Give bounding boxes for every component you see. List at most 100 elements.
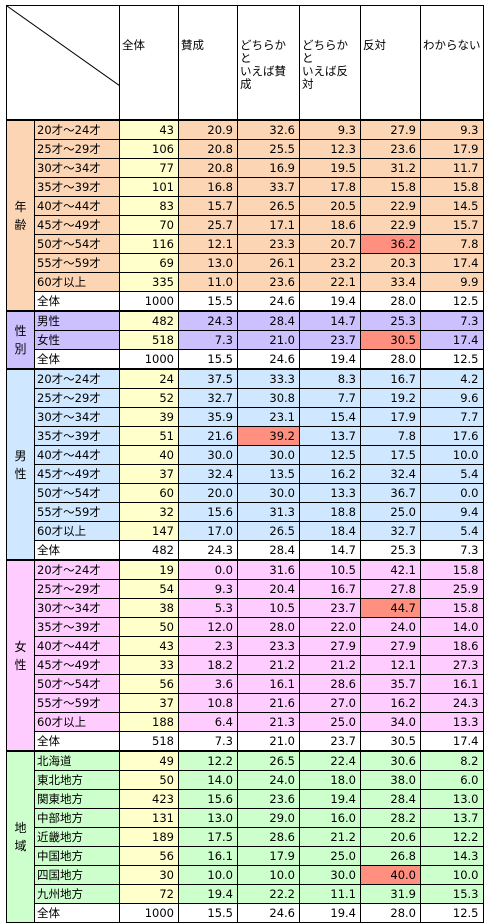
row-label: 50才～54才 <box>34 483 120 503</box>
cell-somewhat-disagree: 20.5 <box>299 196 361 216</box>
cell-somewhat-agree: 28.0 <box>237 617 300 637</box>
cell-agree: 14.0 <box>178 770 238 790</box>
cell-agree: 6.4 <box>178 712 238 732</box>
cell-total: 147 <box>119 521 179 541</box>
table-row: 年 齢 20才～24才 43 20.9 32.6 9.3 27.9 9.3 <box>6 119 484 312</box>
cell-somewhat-agree: 33.3 <box>237 368 300 389</box>
cell-somewhat-agree: 39.2 <box>237 426 300 446</box>
cell-disagree: 27.8 <box>360 579 421 599</box>
cell-somewhat-disagree: 28.6 <box>299 674 361 694</box>
table-row: 女 性 20才～24才 19 0.0 31.6 10.5 42.1 15.8 <box>6 559 484 752</box>
cell-agree: 17.0 <box>178 521 238 541</box>
cell-agree: 37.5 <box>178 368 238 389</box>
cell-unknown: 15.8 <box>420 177 484 197</box>
cell-agree: 20.8 <box>178 158 238 178</box>
cell-unknown: 12.5 <box>420 903 484 923</box>
cell-somewhat-agree: 23.1 <box>237 407 300 427</box>
row-label: 50才～54才 <box>34 674 120 694</box>
table-row: 性 別男性 482 24.3 28.4 14.7 25.3 7.3 <box>6 310 484 370</box>
cell-disagree: 22.9 <box>360 215 421 235</box>
cell-total: 43 <box>119 119 179 140</box>
cell-unknown: 13.0 <box>420 789 484 809</box>
cell-somewhat-disagree: 25.0 <box>299 712 361 732</box>
cell-somewhat-disagree: 30.0 <box>299 865 361 885</box>
cell-disagree: 20.6 <box>360 827 421 847</box>
cell-somewhat-disagree: 21.2 <box>299 827 361 847</box>
cell-somewhat-agree: 26.5 <box>237 196 300 216</box>
cell-unknown: 7.3 <box>420 310 484 331</box>
row-label: 全体 <box>34 903 120 923</box>
cell-total: 482 <box>119 310 179 331</box>
header-somewhat-agree: どちらかと いえば賛成 <box>237 5 300 121</box>
cell-disagree: 44.7 <box>360 598 421 618</box>
cell-disagree: 40.0 <box>360 865 421 885</box>
cell-somewhat-disagree: 16.7 <box>299 579 361 599</box>
cell-total: 33 <box>119 655 179 675</box>
cell-disagree: 27.9 <box>360 636 421 656</box>
cell-disagree: 20.3 <box>360 253 421 273</box>
cell-unknown: 12.5 <box>420 349 484 370</box>
cell-somewhat-agree: 30.0 <box>237 483 300 503</box>
cell-somewhat-agree: 10.0 <box>237 865 300 885</box>
table-row: 25才～29才 106 20.8 25.5 12.3 23.6 17.9 <box>7 139 484 159</box>
cell-unknown: 8.2 <box>420 750 484 771</box>
cell-somewhat-agree: 24.6 <box>237 291 300 312</box>
cell-agree: 11.0 <box>178 272 238 292</box>
cell-total: 72 <box>119 884 179 904</box>
row-label: 近畿地方 <box>34 827 120 847</box>
cell-somewhat-disagree: 23.2 <box>299 253 361 273</box>
cell-somewhat-disagree: 21.2 <box>299 655 361 675</box>
cell-total: 24 <box>119 368 179 389</box>
table-row: 30才～34才 39 35.9 23.1 15.4 17.9 7.7 <box>7 407 484 427</box>
cell-unknown: 12.5 <box>420 291 484 312</box>
cell-disagree: 28.4 <box>360 789 421 809</box>
cell-unknown: 13.3 <box>420 712 484 732</box>
table-row: 60才以上 335 11.0 23.6 22.1 33.4 9.9 <box>7 272 484 292</box>
row-label: 九州地方 <box>34 884 120 904</box>
table-row: 55才～59才 32 15.6 31.3 18.8 25.0 9.4 <box>7 502 484 522</box>
row-label: 関東地方 <box>34 789 120 809</box>
row-label: 男性 <box>34 310 120 331</box>
table-row: 地 域北海道 49 12.2 26.5 22.4 30.6 8.2 <box>6 750 484 923</box>
cell-total: 116 <box>119 234 179 254</box>
row-label: 30才～34才 <box>34 407 120 427</box>
cell-total: 77 <box>119 158 179 178</box>
table-row: 60才以上 188 6.4 21.3 25.0 34.0 13.3 <box>7 712 484 732</box>
cell-unknown: 10.0 <box>420 445 484 465</box>
cell-unknown: 15.8 <box>420 598 484 618</box>
cell-somewhat-disagree: 9.3 <box>299 119 361 140</box>
cell-somewhat-agree: 21.0 <box>237 731 300 752</box>
cell-unknown: 17.4 <box>420 253 484 273</box>
cell-unknown: 15.3 <box>420 884 484 904</box>
cell-unknown: 5.4 <box>420 464 484 484</box>
cell-total: 52 <box>119 388 179 408</box>
cell-somewhat-disagree: 14.7 <box>299 310 361 331</box>
cell-unknown: 11.7 <box>420 158 484 178</box>
cell-disagree: 34.0 <box>360 712 421 732</box>
cell-agree: 15.5 <box>178 903 238 923</box>
cell-somewhat-agree: 21.3 <box>237 712 300 732</box>
cell-somewhat-disagree: 12.5 <box>299 445 361 465</box>
cell-unknown: 13.7 <box>420 808 484 828</box>
cell-total: 30 <box>119 865 179 885</box>
cell-agree: 30.0 <box>178 445 238 465</box>
cell-somewhat-agree: 25.5 <box>237 139 300 159</box>
row-label: 女性 <box>34 330 120 350</box>
table-row: 35才～39才 51 21.6 39.2 13.7 7.8 17.6 <box>7 426 484 446</box>
row-label: 30才～34才 <box>34 158 120 178</box>
cell-unknown: 9.6 <box>420 388 484 408</box>
row-label: 中国地方 <box>34 846 120 866</box>
cell-disagree: 24.0 <box>360 617 421 637</box>
table-row: 35才～39才 101 16.8 33.7 17.8 15.8 15.8 <box>7 177 484 197</box>
cell-somewhat-agree: 28.4 <box>237 540 300 561</box>
cell-total: 50 <box>119 770 179 790</box>
row-label: 中部地方 <box>34 808 120 828</box>
cell-agree: 13.0 <box>178 808 238 828</box>
cell-total: 49 <box>119 750 179 771</box>
cell-disagree: 36.2 <box>360 234 421 254</box>
cell-unknown: 25.9 <box>420 579 484 599</box>
row-label: 40才～44才 <box>34 636 120 656</box>
header-somewhat-disagree: どちらかと いえば反対 <box>299 5 361 121</box>
table-row: 40才～44才 43 2.3 23.3 27.9 27.9 18.6 <box>7 636 484 656</box>
cell-total: 39 <box>119 407 179 427</box>
